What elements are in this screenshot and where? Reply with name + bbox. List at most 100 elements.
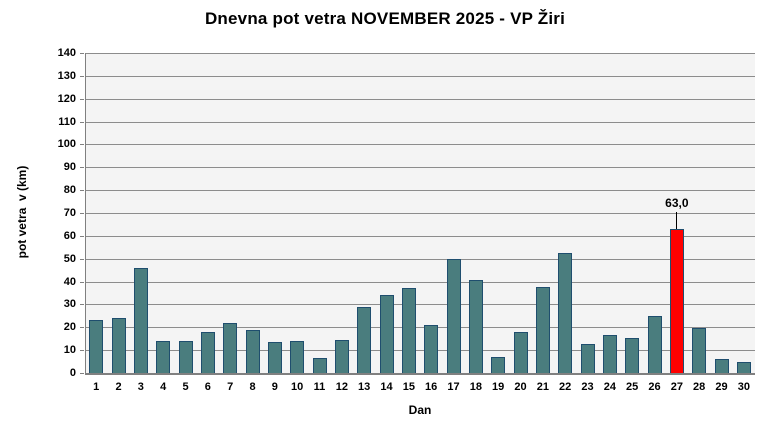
x-tick-label: 1 (93, 381, 100, 393)
y-axis-tick (80, 304, 84, 305)
x-tick-label: 10 (291, 381, 304, 393)
y-tick-label: 90 (63, 161, 76, 173)
y-tick-label: 130 (57, 70, 76, 82)
y-axis-tick (80, 122, 84, 123)
gridline (85, 53, 755, 54)
y-tick-label: 30 (63, 298, 76, 310)
bar-day-6 (200, 331, 215, 373)
bar-day-17 (446, 258, 461, 373)
x-tick-label: 2 (115, 381, 122, 393)
y-axis-tick (80, 53, 84, 54)
x-tick-label: 11 (313, 381, 326, 393)
y-axis-tick (80, 144, 84, 145)
bar-day-4 (156, 341, 171, 373)
y-axis-tick (80, 167, 84, 168)
x-tick-label: 26 (648, 381, 661, 393)
y-tick-label: 0 (69, 367, 76, 379)
bar-day-25 (625, 337, 640, 373)
x-tick-label: 29 (715, 381, 728, 393)
x-tick-label: 23 (581, 381, 594, 393)
x-tick-label: 22 (559, 381, 572, 393)
y-tick-label: 60 (63, 230, 76, 242)
y-axis-tick (80, 213, 84, 214)
y-tick-label: 10 (63, 344, 76, 356)
bar-day-2 (111, 318, 126, 373)
bar-day-15 (401, 288, 416, 373)
annotation-leader-line (676, 212, 678, 229)
x-tick-label: 12 (335, 381, 348, 393)
bar-day-21 (535, 287, 550, 373)
x-tick-label: 17 (447, 381, 460, 393)
gridline (85, 350, 755, 351)
x-tick-label: 25 (626, 381, 639, 393)
bar-day-10 (290, 341, 305, 373)
x-tick-label: 4 (160, 381, 167, 393)
x-axis-line (85, 373, 755, 375)
bar-day-11 (312, 358, 327, 373)
y-axis-title: pot vetra v (km) (15, 165, 29, 259)
y-tick-label: 120 (57, 93, 76, 105)
x-tick-label: 8 (249, 381, 256, 393)
x-tick-label: 20 (514, 381, 527, 393)
bar-day-27-highlight (669, 229, 684, 373)
bar-day-29 (714, 359, 729, 373)
bar-day-13 (357, 306, 372, 373)
bar-day-7 (223, 322, 238, 373)
gridline (85, 327, 755, 328)
bar-day-28 (692, 328, 707, 373)
x-tick-label: 27 (670, 381, 683, 393)
x-axis-title: Dan (408, 403, 432, 417)
x-tick-label: 24 (603, 381, 616, 393)
bar-day-26 (647, 315, 662, 373)
x-tick-label: 18 (469, 381, 482, 393)
bar-day-16 (424, 325, 439, 373)
bar-day-20 (513, 331, 528, 373)
gridline (85, 282, 755, 283)
gridline (85, 236, 755, 237)
bar-day-5 (178, 341, 193, 373)
gridline (85, 122, 755, 123)
x-tick-label: 5 (182, 381, 189, 393)
bar-day-3 (133, 267, 148, 373)
x-tick-label: 19 (492, 381, 505, 393)
bar-day-1 (89, 320, 104, 373)
y-tick-label: 50 (63, 253, 76, 265)
x-tick-label: 7 (227, 381, 234, 393)
x-tick-label: 28 (693, 381, 706, 393)
y-axis-tick (80, 282, 84, 283)
y-tick-label: 20 (63, 321, 76, 333)
x-tick-label: 16 (425, 381, 438, 393)
bar-day-8 (245, 329, 260, 373)
x-tick-label: 15 (402, 381, 415, 393)
x-tick-label: 6 (204, 381, 211, 393)
y-tick-label: 110 (58, 116, 76, 128)
gridline (85, 190, 755, 191)
y-axis-tick (80, 373, 84, 374)
gridline (85, 213, 755, 214)
x-tick-label: 21 (536, 381, 549, 393)
gridline (85, 167, 755, 168)
y-axis-line (85, 53, 86, 374)
x-tick-label: 9 (271, 381, 278, 393)
gridline (85, 144, 755, 145)
y-axis-tick (80, 259, 84, 260)
y-axis-tick (80, 327, 84, 328)
gridline (85, 304, 755, 305)
bar-day-18 (468, 280, 483, 373)
y-tick-label: 140 (57, 47, 76, 59)
bar-day-24 (602, 335, 617, 373)
bar-day-12 (334, 339, 349, 373)
y-tick-label: 70 (63, 207, 76, 219)
x-tick-label: 3 (137, 381, 144, 393)
y-tick-label: 80 (63, 184, 76, 196)
y-axis-tick (80, 99, 84, 100)
annotation-value-label: 63,0 (665, 196, 689, 210)
y-axis-tick (80, 76, 84, 77)
y-axis-tick (80, 190, 84, 191)
gridline (85, 259, 755, 260)
y-tick-label: 100 (57, 138, 76, 150)
gridline (85, 99, 755, 100)
x-tick-label: 13 (358, 381, 371, 393)
chart-title: Dnevna pot vetra NOVEMBER 2025 - VP Žiri (204, 9, 566, 28)
